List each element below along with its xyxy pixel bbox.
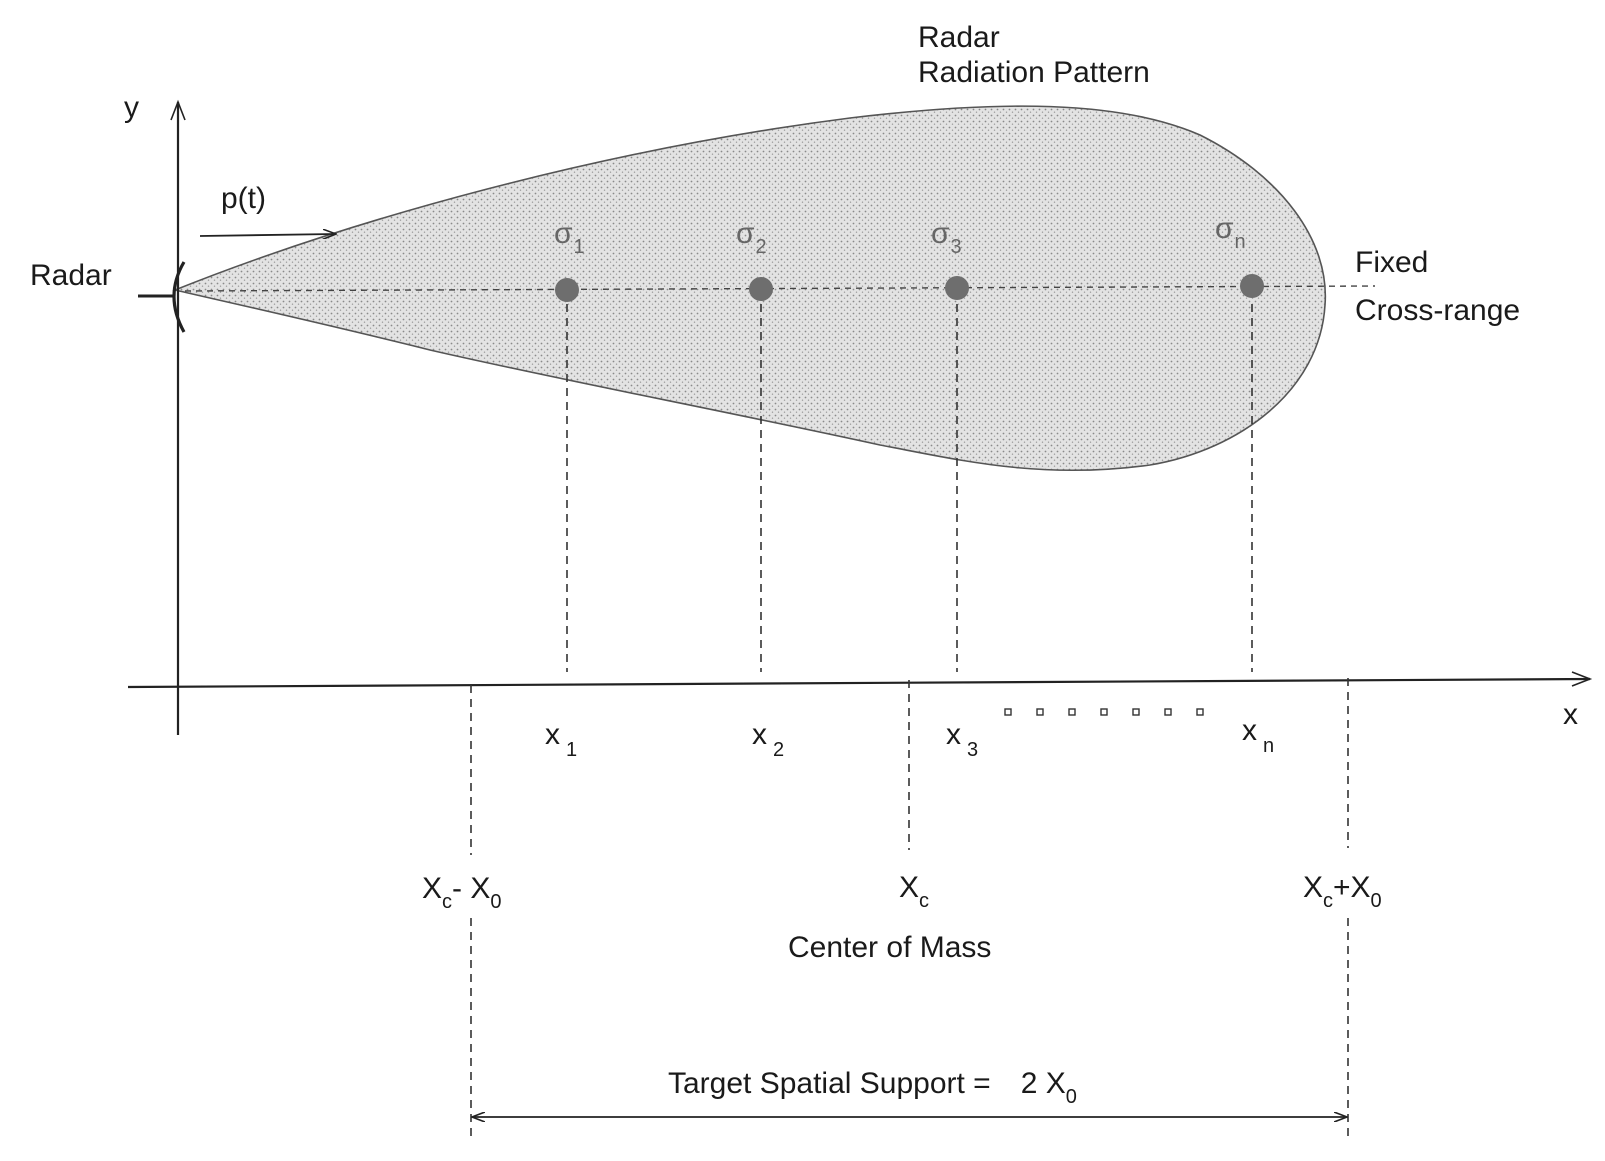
sigma-n-label: σn bbox=[1215, 212, 1246, 253]
pattern-title-line1: Radar bbox=[918, 21, 1000, 54]
cross-range-line bbox=[184, 285, 1376, 292]
pattern-title-line2: Radiation Pattern bbox=[918, 56, 1150, 89]
center-of-mass-label: Center of Mass bbox=[788, 931, 991, 964]
scatterer-n-point bbox=[1240, 274, 1264, 298]
ellipsis-dots bbox=[1004, 708, 1204, 716]
fixed-cross-range-line1: Fixed bbox=[1355, 246, 1428, 279]
sigma-3-label: σ3 bbox=[931, 217, 962, 258]
right-extent-label: Xc+X0 bbox=[1303, 871, 1382, 912]
scatterer-1-point bbox=[555, 278, 579, 302]
sigma-2-label: σ2 bbox=[736, 217, 767, 258]
scatterer-3-point bbox=[945, 276, 969, 300]
pulse-label: p(t) bbox=[221, 182, 266, 215]
support-label: Target Spatial Support = 2 X0 bbox=[668, 1067, 1077, 1108]
y-axis-arrowhead bbox=[170, 99, 186, 121]
x-axis-label: x bbox=[1563, 698, 1578, 731]
radar-label: Radar bbox=[30, 259, 112, 292]
x-axis-line bbox=[127, 677, 1591, 689]
scatterer-2-point bbox=[749, 277, 773, 301]
center-extent-label: Xc bbox=[899, 871, 929, 912]
pulse-arrow bbox=[199, 234, 335, 236]
y-axis-label: y bbox=[124, 91, 139, 124]
radar-dish-icon bbox=[172, 261, 186, 333]
fixed-cross-range-line2: Cross-range bbox=[1355, 294, 1520, 327]
left-extent-label: Xc- X0 bbox=[422, 872, 501, 913]
x-axis-arrowhead bbox=[1571, 671, 1593, 687]
sigma-1-label: σ1 bbox=[554, 217, 585, 258]
